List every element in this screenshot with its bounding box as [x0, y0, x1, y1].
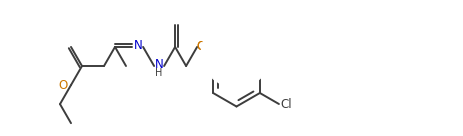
Text: O: O: [196, 40, 206, 53]
Circle shape: [201, 18, 271, 87]
Text: O: O: [59, 79, 68, 92]
Text: N: N: [155, 58, 163, 72]
Text: H: H: [156, 68, 163, 78]
Text: N: N: [134, 39, 143, 52]
Text: O: O: [196, 40, 206, 53]
Text: Cl: Cl: [280, 98, 292, 111]
